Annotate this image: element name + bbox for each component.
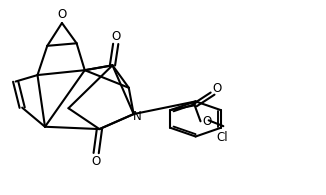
Text: O: O — [202, 115, 211, 128]
Text: N: N — [133, 110, 142, 122]
Text: O: O — [92, 155, 101, 168]
Text: O: O — [111, 30, 120, 43]
Text: O: O — [213, 82, 222, 95]
Text: O: O — [57, 8, 67, 21]
Text: Cl: Cl — [217, 131, 229, 144]
